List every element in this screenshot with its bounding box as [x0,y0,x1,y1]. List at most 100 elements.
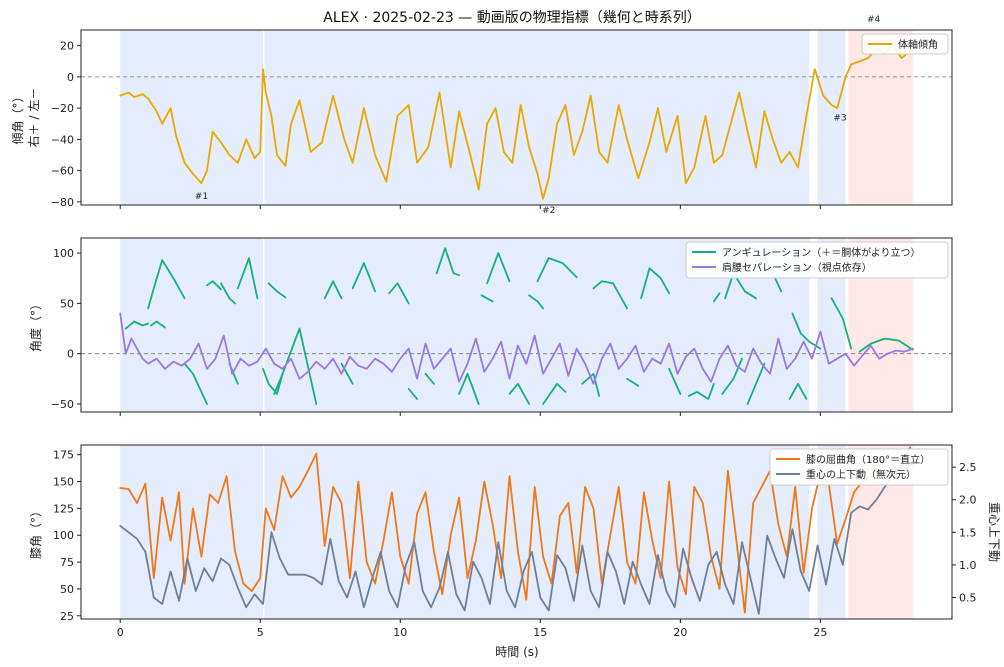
y2-tick-label: 2.0 [959,494,977,507]
x-tick-label: 25 [813,626,827,639]
series-line-segment [262,367,284,395]
series-line-segment [273,327,318,405]
series-1 [119,44,914,200]
series-line-segment [119,312,914,385]
shaded-region-2 [264,445,810,619]
series-line-segment [788,382,808,400]
series-2 [119,446,911,615]
series-line-segment [340,362,354,385]
series-line-segment [206,280,222,291]
series-line-segment [407,387,419,400]
series-line-segment [668,367,682,395]
series-line-segment [830,297,853,350]
y-tick-label: 0 [67,348,74,361]
series-line-segment [150,320,166,329]
series-line-segment [536,257,578,283]
y-tick-label: 125 [53,502,74,515]
plot-area [119,446,914,615]
y2-tick-label: 1.0 [959,559,977,572]
x-axis-label: 時間 (s) [495,645,538,659]
y-tick-label: −80 [51,196,74,209]
y-tick-label: 50 [60,583,74,596]
y-axis-sublabel: 右＋ / 左－ [26,88,41,148]
series-line-segment [858,337,914,353]
series-line-segment [480,294,494,303]
annotation-label: #3 [833,114,846,124]
series-line-segment [323,280,343,300]
series-line-segment [724,272,757,300]
shaded-region-3 [817,30,846,205]
y-tick-label: 20 [60,40,74,53]
y-tick-label: −50 [51,398,74,411]
series-line-segment [721,357,743,395]
legend-box [769,448,949,486]
series-line-segment [528,294,544,310]
series-line-segment [351,262,377,293]
series-line-segment [713,292,721,303]
y2-axis-label: 重心上下動 [987,502,1001,562]
series-1 [119,452,914,614]
series-line-segment [220,282,236,305]
y-axis-label: 傾角（°） [11,90,25,144]
series-line-segment [119,44,914,200]
x-tick-label: 20 [673,626,687,639]
y-tick-label: 0 [67,71,74,84]
series-line-segment [581,372,600,397]
y2-tick-label: 0.5 [959,591,977,604]
y-tick-label: 50 [60,297,74,310]
y-tick-label: −20 [51,102,74,115]
annotation-label: #1 [195,192,208,202]
legend: アンギュレーション（＋＝胴体がより立つ） 肩腰セパレーション（視点依存） [685,241,949,279]
legend-entry: 肩腰セパレーション（視点依存） [722,261,872,274]
legend-entry: アンギュレーション（＋＝胴体がより立つ） [722,246,921,259]
panel-2: −50 0 50 100 角度（°） アンギュレーション（＋＝胴体がより立つ） 肩腰セパレー… [28,237,953,416]
series-line-segment [435,247,461,277]
annotation-label: #4 [867,15,881,25]
shaded-region-1 [120,30,264,205]
plot-area [119,44,914,200]
series-line-segment [124,320,150,330]
series-line-segment [791,312,822,350]
y-tick-label: 100 [53,247,74,260]
y-tick-label: −60 [51,165,74,178]
y2-tick-label: 1.5 [959,526,977,539]
x-tick-label: 10 [393,626,407,639]
series-line-segment [508,382,530,405]
series-line-segment [626,377,640,387]
series-line-segment [119,452,914,614]
y-tick-label: 175 [53,449,74,462]
series-line-segment [687,382,715,400]
y-tick-label: 100 [53,529,74,542]
series-line-segment [592,280,628,310]
series-line-segment [458,372,480,405]
y-axis-label: 角度（°） [28,298,43,352]
panel-3: 0 5 10 15 20 25 25 50 75 100 125 150 175 0.5 1.0 1.5 2.0… [29,444,1001,639]
series-line-segment [486,252,511,285]
series-line-segment [267,282,287,299]
legend-box [861,33,949,55]
y-axis-label: 膝角（°） [29,505,43,559]
legend-entry: 膝の屈曲角（180°＝直立） [806,453,930,466]
shaded-region-4 [848,30,913,205]
axes-frame [80,237,953,413]
series-2 [119,312,914,385]
series-line-segment [746,362,766,405]
chart-title: ALEX · 2025-02-23 — 動画版の物理指標（幾何と時系列） [323,10,700,26]
series-1 [124,247,914,405]
series-line-segment [640,267,670,300]
series-line-segment [119,446,911,615]
y-tick-label: 25 [60,610,74,623]
series-line-segment [542,382,567,405]
x-tick-label: 0 [117,626,124,639]
legend: 体軸傾角 [861,33,949,55]
y-tick-label: 150 [53,476,74,489]
annotation-label: #2 [542,206,555,216]
series-line-segment [183,362,208,405]
y-tick-label: 75 [60,556,74,569]
shaded-region-2 [264,30,810,205]
x-tick-label: 5 [257,626,264,639]
legend-entry: 重心の上下動（無次元） [806,468,916,481]
series-line-segment [147,259,186,310]
